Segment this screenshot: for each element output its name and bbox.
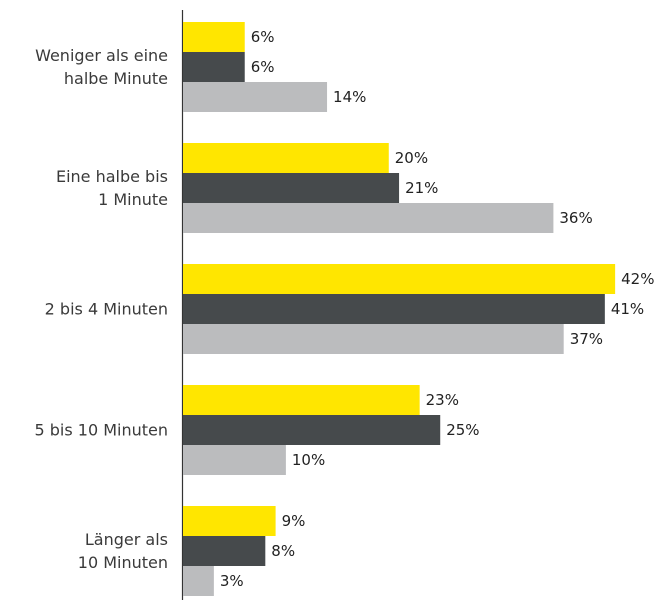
value-label: 37% (569, 330, 604, 348)
value-label: 8% (271, 542, 296, 560)
bar (183, 445, 286, 475)
value-label: 41% (610, 300, 645, 318)
value-label: 42% (621, 270, 655, 288)
category-label: 2 bis 4 Minuten (44, 299, 168, 319)
bar (183, 173, 400, 203)
bar (183, 203, 554, 233)
value-label: 14% (333, 88, 367, 106)
category-label: Länger als 10 Minuten (77, 530, 168, 572)
category-label: 5 bis 10 Minuten (34, 420, 168, 440)
bar (183, 415, 441, 445)
bar (183, 536, 266, 566)
category-label: Eine halbe bis 1 Minute (55, 167, 168, 209)
value-label: 6% (250, 28, 275, 46)
bar (183, 506, 276, 536)
value-label: 25% (446, 421, 480, 439)
bar (183, 324, 564, 354)
value-label: 10% (291, 451, 326, 469)
value-label: 6% (250, 58, 275, 76)
category-label: Weniger als eine halbe Minute (35, 46, 168, 88)
bar (183, 264, 616, 294)
bar (183, 385, 420, 415)
value-label: 21% (405, 179, 439, 197)
bar (183, 82, 328, 112)
bar (183, 52, 245, 82)
bar (183, 22, 245, 52)
value-label: 9% (281, 512, 306, 530)
value-label: 3% (219, 572, 244, 590)
value-label: 20% (394, 149, 429, 167)
value-label: 36% (559, 209, 593, 227)
value-label: 23% (425, 391, 459, 409)
bar (183, 143, 389, 173)
bar (183, 294, 605, 324)
bar (183, 566, 214, 596)
